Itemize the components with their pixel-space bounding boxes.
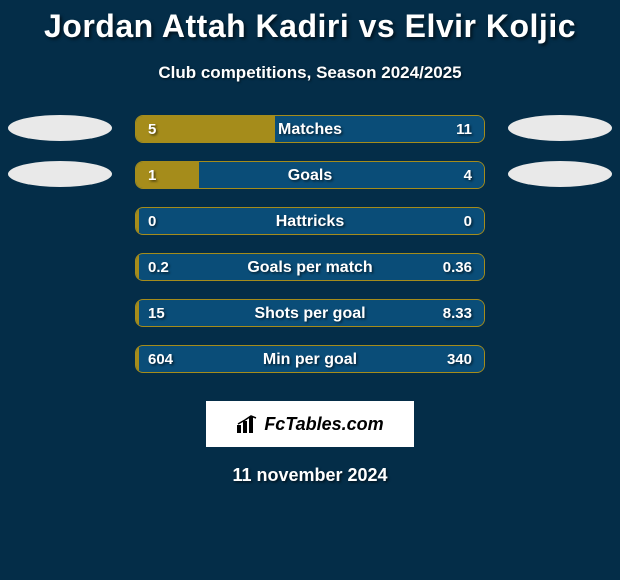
stat-row: 511Matches bbox=[0, 115, 620, 161]
bar-right-fill bbox=[199, 162, 484, 188]
bar-track: 0.2 0.36Goals per match bbox=[135, 253, 485, 281]
value-right: 8.33 bbox=[443, 300, 472, 327]
bar-right-fill bbox=[481, 208, 484, 234]
date-label: 11 november 2024 bbox=[0, 465, 620, 486]
bars-icon bbox=[236, 415, 258, 433]
player-left-marker bbox=[8, 115, 112, 141]
bar-left-fill bbox=[136, 116, 275, 142]
comparison-chart: 511Matches 14Goals 0 0Hattricks 0.2 0.36Goals… bbox=[0, 115, 620, 391]
stat-row: 15 8.33Shots per goal bbox=[0, 299, 620, 345]
stat-label: Goals per match bbox=[136, 254, 484, 281]
stat-row: 0 0Hattricks bbox=[0, 207, 620, 253]
bar-track: 0 0Hattricks bbox=[135, 207, 485, 235]
bar-left-fill bbox=[136, 162, 199, 188]
stat-row: 604 340Min per goal bbox=[0, 345, 620, 391]
bar-track: 511Matches bbox=[135, 115, 485, 143]
bar-right-fill bbox=[275, 116, 484, 142]
bar-right-fill bbox=[481, 346, 484, 372]
value-left: 15 bbox=[148, 300, 165, 327]
value-right: 340 bbox=[447, 346, 472, 373]
stat-row: 14Goals bbox=[0, 161, 620, 207]
player-left-marker bbox=[8, 161, 112, 187]
value-right: 0 bbox=[464, 208, 472, 235]
value-left: 604 bbox=[148, 346, 173, 373]
bar-left-fill bbox=[136, 208, 139, 234]
stat-label: Min per goal bbox=[136, 346, 484, 373]
page-title: Jordan Attah Kadiri vs Elvir Koljic bbox=[0, 0, 620, 45]
bar-left-fill bbox=[136, 300, 139, 326]
fctables-logo: FcTables.com bbox=[206, 401, 414, 447]
bar-left-fill bbox=[136, 346, 139, 372]
logo-text: FcTables.com bbox=[264, 414, 383, 435]
value-left: 0.2 bbox=[148, 254, 169, 281]
value-right: 0.36 bbox=[443, 254, 472, 281]
bar-right-fill bbox=[481, 300, 484, 326]
subtitle: Club competitions, Season 2024/2025 bbox=[0, 63, 620, 83]
bar-track: 14Goals bbox=[135, 161, 485, 189]
stat-label: Shots per goal bbox=[136, 300, 484, 327]
bar-track: 604 340Min per goal bbox=[135, 345, 485, 373]
stat-label: Hattricks bbox=[136, 208, 484, 235]
player-right-marker bbox=[508, 161, 612, 187]
bar-left-fill bbox=[136, 254, 139, 280]
value-left: 0 bbox=[148, 208, 156, 235]
bar-right-fill bbox=[481, 254, 484, 280]
player-right-marker bbox=[508, 115, 612, 141]
bar-track: 15 8.33Shots per goal bbox=[135, 299, 485, 327]
stat-row: 0.2 0.36Goals per match bbox=[0, 253, 620, 299]
